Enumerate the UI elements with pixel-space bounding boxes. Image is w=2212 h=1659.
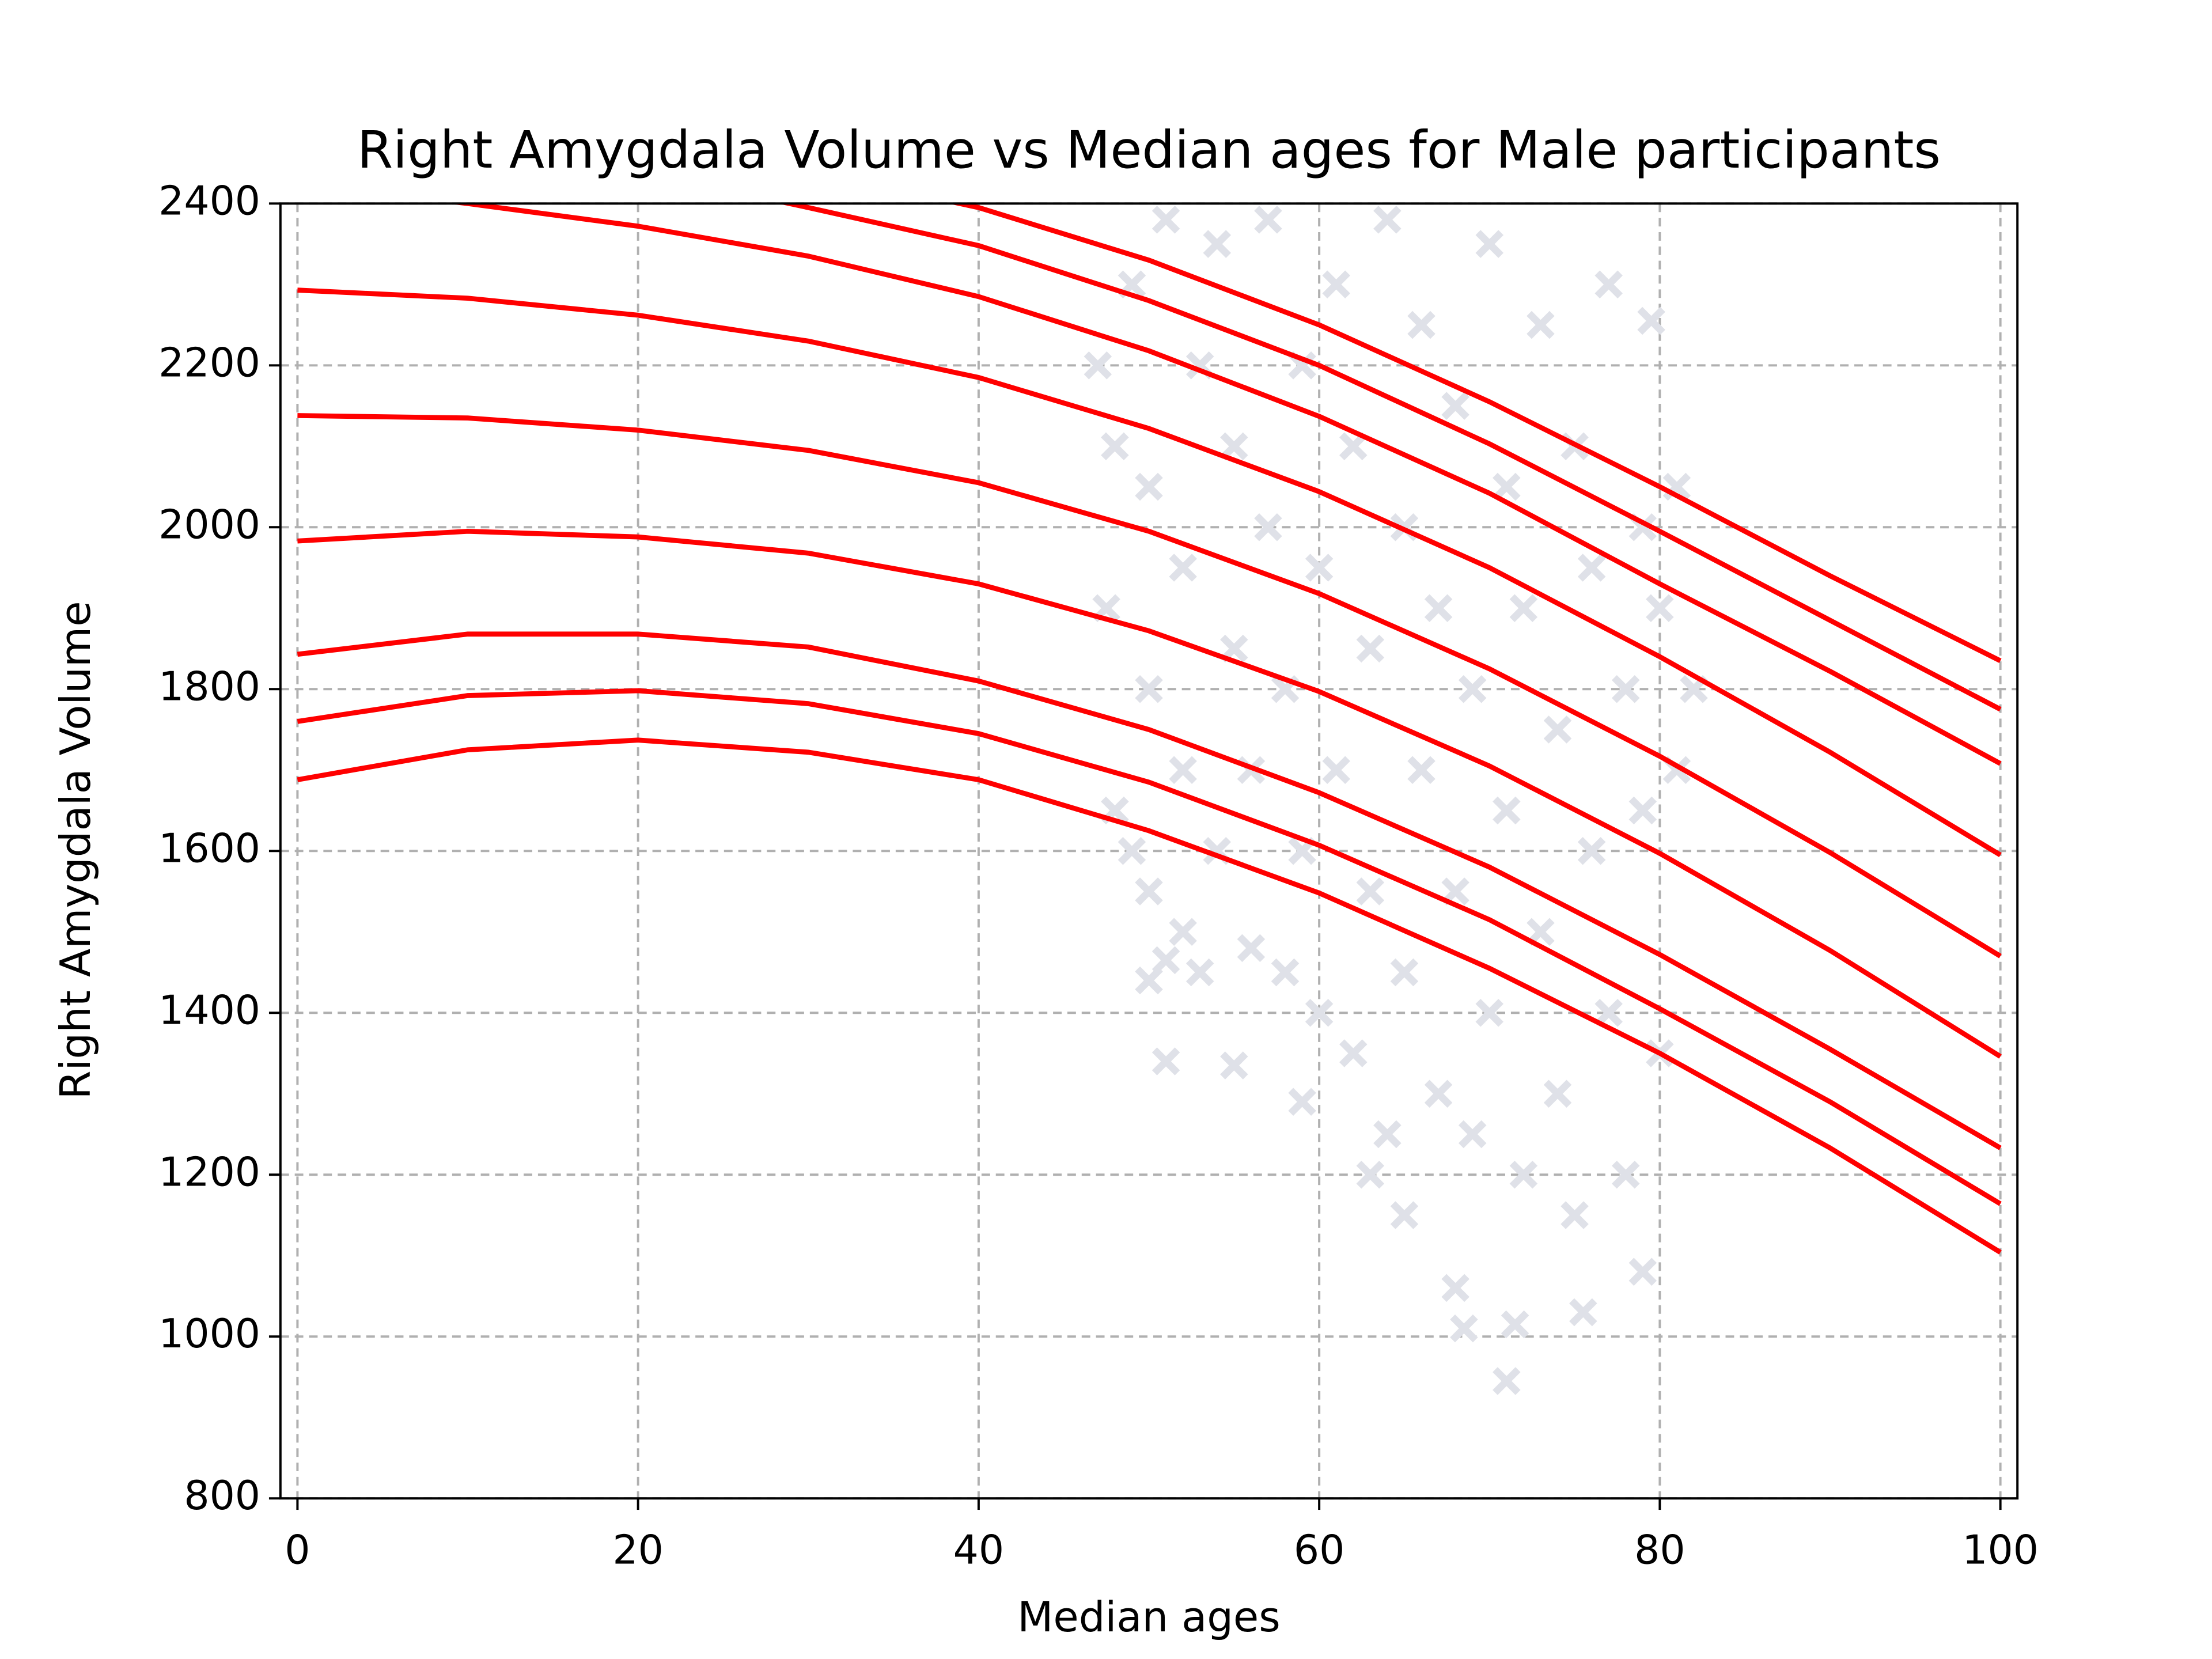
scatter-point xyxy=(1527,310,1555,339)
centile-line xyxy=(297,413,2002,959)
scatter-point xyxy=(1509,594,1538,623)
y-tick-label: 2400 xyxy=(158,177,260,224)
scatter-point xyxy=(1407,756,1435,785)
scatter-point xyxy=(1152,946,1180,975)
scatter-point xyxy=(1390,1201,1419,1229)
centile-line xyxy=(297,737,2002,1255)
scatter-point xyxy=(1458,675,1487,703)
x-tick-label: 20 xyxy=(612,1527,663,1574)
centile-line xyxy=(777,203,2002,712)
scatter-point xyxy=(1135,675,1163,703)
y-tick-label: 800 xyxy=(184,1472,260,1519)
scatter-point xyxy=(1322,270,1350,299)
scatter-point xyxy=(1441,392,1469,420)
scatter-point xyxy=(1254,206,1282,234)
scatter-point xyxy=(1611,675,1640,703)
x-tick-label: 40 xyxy=(953,1527,1004,1574)
scatter-point xyxy=(1356,634,1385,663)
scatter-point xyxy=(1475,998,1504,1027)
scatter-point xyxy=(1152,206,1180,234)
ticks: 0 20 40 60 80 100 800 1000 1200 1400 1600 1800 2000 2… xyxy=(158,177,2039,1573)
scatter-point xyxy=(1339,432,1368,461)
scatter-point xyxy=(1101,432,1129,461)
y-tick-label: 2000 xyxy=(158,501,260,548)
x-tick-label: 80 xyxy=(1634,1527,1685,1574)
scatter-point xyxy=(1493,796,1521,825)
centile-line xyxy=(446,203,2002,766)
centile-line xyxy=(948,203,2002,663)
scatter-point xyxy=(1169,756,1197,785)
centile-line xyxy=(297,528,2002,1059)
scatter-point xyxy=(1356,877,1385,906)
scatter-point xyxy=(1185,958,1214,987)
centile-line xyxy=(297,631,2002,1150)
scatter-point xyxy=(1475,230,1504,258)
grid xyxy=(280,202,2018,1500)
scatter-point xyxy=(1220,432,1248,461)
x-axis-label: Median ages xyxy=(1017,1593,1281,1641)
scatter-point xyxy=(1577,836,1606,865)
scatter-point xyxy=(1118,836,1146,865)
scatter-point xyxy=(1493,472,1521,501)
centile-line xyxy=(297,688,2002,1206)
y-tick-label: 1400 xyxy=(158,987,260,1033)
scatter-point xyxy=(1356,1160,1385,1189)
scatter-point xyxy=(1373,1120,1402,1149)
scatter-point xyxy=(1628,796,1657,825)
scatter-point xyxy=(1135,877,1163,906)
scatter-point xyxy=(1152,1047,1180,1075)
y-tick-label: 1800 xyxy=(158,663,260,710)
centile-line xyxy=(297,287,2002,858)
plot-area xyxy=(297,203,2002,1395)
scatter-point xyxy=(1407,310,1435,339)
scatter-point xyxy=(1628,1257,1657,1286)
scatter-point xyxy=(1169,554,1197,582)
scatter-point xyxy=(1169,918,1197,946)
y-tick-label: 1000 xyxy=(158,1310,260,1357)
scatter-point xyxy=(1594,270,1623,299)
x-tick-label: 100 xyxy=(1962,1527,2039,1574)
scatter-point xyxy=(1424,1080,1453,1108)
scatter-point xyxy=(1288,1088,1316,1116)
scatter-point xyxy=(1271,958,1300,987)
scatter-point xyxy=(1424,594,1453,623)
scatter-point xyxy=(1527,918,1555,946)
scatter-point xyxy=(1237,934,1266,963)
scatter-point xyxy=(1373,206,1402,234)
y-tick-label: 1600 xyxy=(158,825,260,872)
y-tick-label: 1200 xyxy=(158,1149,260,1195)
y-axis-label: Right Amygdala Volume xyxy=(51,601,100,1100)
scatter-point xyxy=(1254,513,1282,541)
scatter-point xyxy=(1305,998,1334,1027)
scatter-point xyxy=(1560,1201,1589,1229)
scatter-point xyxy=(1594,998,1623,1027)
scatter-point xyxy=(1509,1160,1538,1189)
y-tick-label: 2200 xyxy=(158,339,260,386)
scatter-point xyxy=(1450,1314,1478,1343)
chart-title: Right Amygdala Volume vs Median ages for… xyxy=(357,120,1941,180)
scatter-point xyxy=(1646,594,1674,623)
scatter-point xyxy=(1493,1367,1521,1395)
scatter-point xyxy=(1390,958,1419,987)
scatter-point xyxy=(1569,1298,1597,1327)
scatter-point xyxy=(1501,1310,1529,1339)
scatter-point xyxy=(1441,1274,1469,1302)
x-tick-label: 60 xyxy=(1294,1527,1344,1574)
scatter-point xyxy=(1220,1051,1248,1080)
scatter-point xyxy=(1322,756,1350,785)
x-tick-label: 0 xyxy=(285,1527,310,1574)
scatter-point xyxy=(1543,715,1572,744)
scatter-point xyxy=(1084,351,1112,380)
scatter-point xyxy=(1135,472,1163,501)
scatter-point xyxy=(1305,554,1334,582)
scatter-point xyxy=(1611,1160,1640,1189)
scatter-point xyxy=(1458,1120,1487,1149)
scatter-point xyxy=(1637,306,1665,335)
scatter-point xyxy=(1577,554,1606,582)
scatter-point xyxy=(1339,1039,1368,1067)
scatter-point xyxy=(1203,230,1232,258)
scatter-point xyxy=(1543,1080,1572,1108)
